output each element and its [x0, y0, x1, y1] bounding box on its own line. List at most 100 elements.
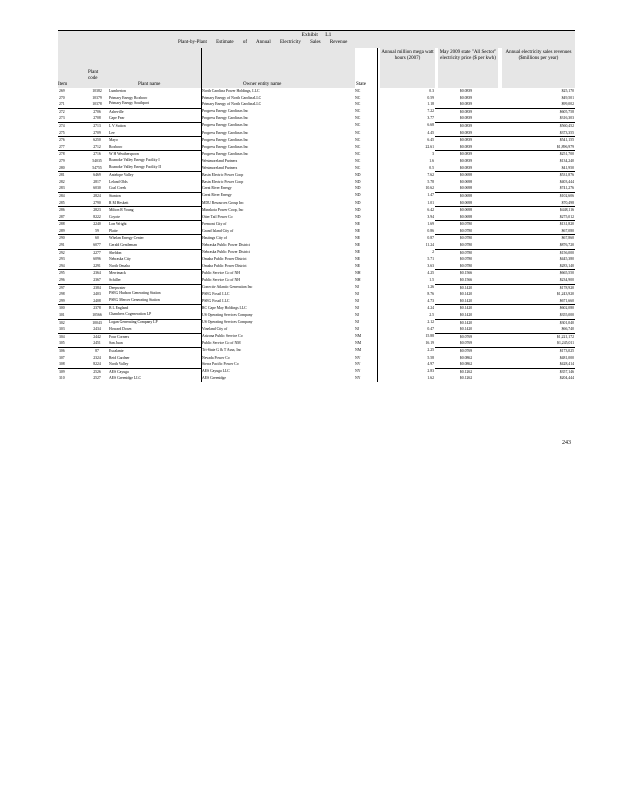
cell-plant-name: AES Cayuga [108, 367, 201, 376]
cell-plant-code: 2713 [86, 121, 108, 130]
cell-state: NJ [355, 305, 360, 310]
cell-owner-name: Otter Tail Power Co [202, 214, 233, 219]
cell-plant-name: B L England [108, 304, 201, 312]
table-row: 309 2526 AES Cayuga AES Cayuga LLC NY 2.83 $0.… [58, 367, 575, 376]
cell-plant-code: 6077 [93, 243, 101, 248]
cell-owner-name: Nebraska Public Power District [202, 243, 250, 248]
cell-owner-name: North Carolina Power Holdings, LLC [202, 89, 260, 93]
cell-item: 288 [58, 220, 86, 228]
cell-owner-name: Sierra Pacific Power Co [202, 362, 239, 367]
cell-item: 284 [58, 191, 86, 200]
cell-state: NV [355, 355, 361, 360]
cell-price: $0.0780 [459, 243, 473, 248]
cell-mwh: 1.69 [427, 221, 434, 226]
cell-price: $0.0780 [435, 220, 497, 228]
title-bar: Exhibit L1 Plant-by-Plant Estimate of An… [58, 30, 575, 48]
cell-plant-code: 2709 [93, 130, 101, 135]
cell-plant-name: Four Corners [108, 332, 201, 341]
cell-price: $0.0839 [435, 150, 497, 158]
cell-item: 302 [58, 318, 86, 327]
cell-plant-code: 6469 [86, 171, 108, 179]
cell-owner-name: US Operating Services Company [202, 313, 253, 317]
cell-mwh: 2.5 [429, 313, 434, 317]
cell-revenue: $876,720 [559, 243, 574, 248]
cell-state: NY [355, 376, 361, 381]
cell-item: 281 [58, 171, 86, 179]
cell-owner-name: Basin Electric Power Coop [202, 179, 244, 184]
cell-state: NJ [355, 285, 360, 290]
cell-mwh: 0.3 [429, 89, 434, 93]
cell-plant-name: Mayo [108, 136, 201, 144]
cell-owner-name: Nevada Power Co [202, 355, 230, 360]
cell-state: NC [355, 137, 361, 142]
cell-item: 290 [58, 234, 86, 243]
cell-mwh: 16.19 [425, 341, 434, 346]
cell-mwh: 0.47 [427, 327, 434, 332]
cell-price: $0.1420 [459, 313, 473, 317]
cell-price: $0.0698 [459, 186, 473, 191]
cell-plant-name: W H Weatherspoon [108, 150, 201, 158]
cell-price: $0.1566 [435, 269, 497, 278]
cell-owner-name: RC Cape May Holdings LLC [202, 305, 247, 310]
cell-price: $0.1420 [459, 327, 473, 332]
cell-plant-name: Roanoke Valley Energy Facility I [109, 157, 160, 162]
cell-plant-name: PSEG Hudson Generating Station [109, 291, 161, 296]
cell-state: NJ [355, 292, 360, 297]
cell-plant-code: 2706 [86, 107, 108, 116]
cell-mwh: 3.77 [427, 116, 434, 121]
cell-item: 298 [59, 292, 65, 297]
cell-state: NC [355, 151, 361, 156]
header-state: State [356, 82, 366, 87]
cell-mwh: 3 [432, 151, 434, 156]
cell-price: $0.0839 [459, 95, 473, 100]
cell-item: 269 [59, 89, 65, 93]
header-item: Item [58, 82, 68, 87]
cell-revenue: $70,498 [561, 200, 574, 205]
cell-owner-name: Basin Electric Power Coop [202, 172, 244, 177]
cell-state: NC [355, 95, 361, 100]
cell-revenue: $251,700 [497, 150, 575, 158]
table-row: 308 8224 North Valley Sierra Pacific Power … [58, 361, 575, 368]
cell-price: $0.0698 [435, 206, 497, 214]
cell-item: 292 [58, 248, 86, 257]
cell-item: 296 [59, 278, 65, 283]
cell-plant-code: 2324 [93, 355, 101, 360]
cell-plant-code: 6030 [93, 186, 101, 191]
cell-revenue: $67,080 [561, 228, 574, 233]
cell-state: NC [355, 144, 361, 149]
cell-revenue: $131,820 [497, 220, 575, 228]
cell-revenue: $355,000 [559, 313, 574, 317]
table-row: 278 2716 W H Weatherspoon Progress Energy C… [58, 150, 575, 158]
cell-state: NJ [355, 320, 360, 325]
cell-price: $0.0839 [459, 89, 473, 93]
cell-price: $0.0698 [459, 179, 473, 184]
cell-plant-name: Coyote [109, 214, 120, 219]
cell-price: $0.1262 [459, 376, 473, 381]
cell-mwh: 4.25 [427, 270, 434, 275]
cell-item: 306 [58, 346, 86, 355]
cell-plant-name: Howard Down [109, 327, 132, 332]
cell-plant-code: 2526 [86, 367, 108, 376]
cell-mwh: 1.18 [427, 102, 434, 107]
cell-owner-name: AES Greenidge [202, 376, 226, 381]
cell-state: NJ [355, 298, 360, 303]
cell-revenue: $1,221,172 [497, 332, 575, 341]
cell-item: 276 [58, 136, 86, 144]
cell-mwh: 0.86 [427, 228, 434, 233]
cell-plant-name: L V Sutton [108, 121, 201, 130]
cell-revenue: $283,140 [559, 263, 574, 268]
table-row: 273 2708 Cape Fear Progress Energy Carolina… [58, 115, 575, 122]
cell-item: 274 [58, 121, 86, 130]
cell-revenue: $134,240 [559, 158, 574, 163]
table-row: 290 60 Whelan Energy Center Hastings City o… [58, 234, 575, 243]
cell-plant-name: North Valley [109, 362, 129, 367]
cell-owner-name: Progress Energy Carolinas Inc [202, 144, 249, 149]
cell-mwh: 4.73 [427, 298, 434, 303]
table-row: 277 2712 Roxboro Progress Energy Carolinas … [58, 144, 575, 151]
cell-revenue: $448,116 [497, 206, 575, 214]
cell-mwh: 22.61 [425, 144, 434, 149]
table-row: 286 2823 Milton R Young Minnkota Power Coop… [58, 206, 575, 214]
cell-price: $0.1420 [435, 304, 497, 312]
cell-price: $0.0780 [435, 234, 497, 243]
cell-revenue: $301,040 [497, 318, 575, 327]
